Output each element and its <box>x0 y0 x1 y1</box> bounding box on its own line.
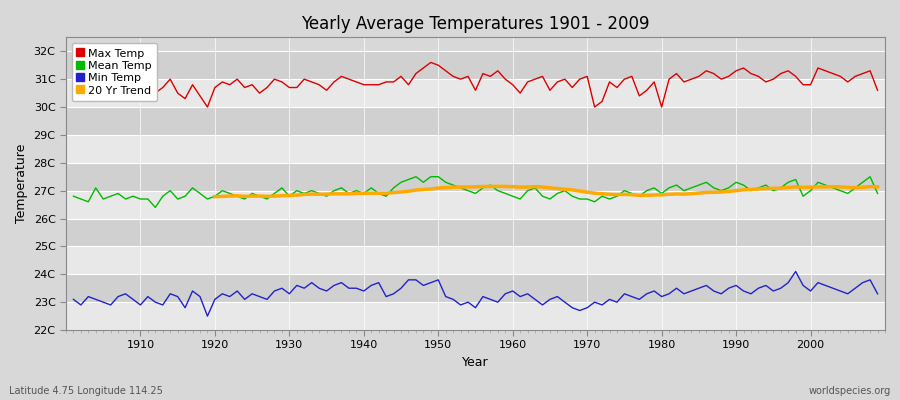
Bar <box>66 163 885 191</box>
Text: worldspecies.org: worldspecies.org <box>809 386 891 396</box>
Bar <box>66 274 885 302</box>
Bar <box>66 79 885 107</box>
Bar <box>66 191 885 218</box>
Title: Yearly Average Temperatures 1901 - 2009: Yearly Average Temperatures 1901 - 2009 <box>302 15 650 33</box>
Bar <box>66 135 885 163</box>
Legend: Max Temp, Mean Temp, Min Temp, 20 Yr Trend: Max Temp, Mean Temp, Min Temp, 20 Yr Tre… <box>71 43 158 101</box>
X-axis label: Year: Year <box>463 356 489 369</box>
Bar <box>66 246 885 274</box>
Text: Latitude 4.75 Longitude 114.25: Latitude 4.75 Longitude 114.25 <box>9 386 163 396</box>
Y-axis label: Temperature: Temperature <box>15 144 28 223</box>
Bar <box>66 51 885 79</box>
Bar <box>66 218 885 246</box>
Bar <box>66 107 885 135</box>
Bar <box>66 302 885 330</box>
